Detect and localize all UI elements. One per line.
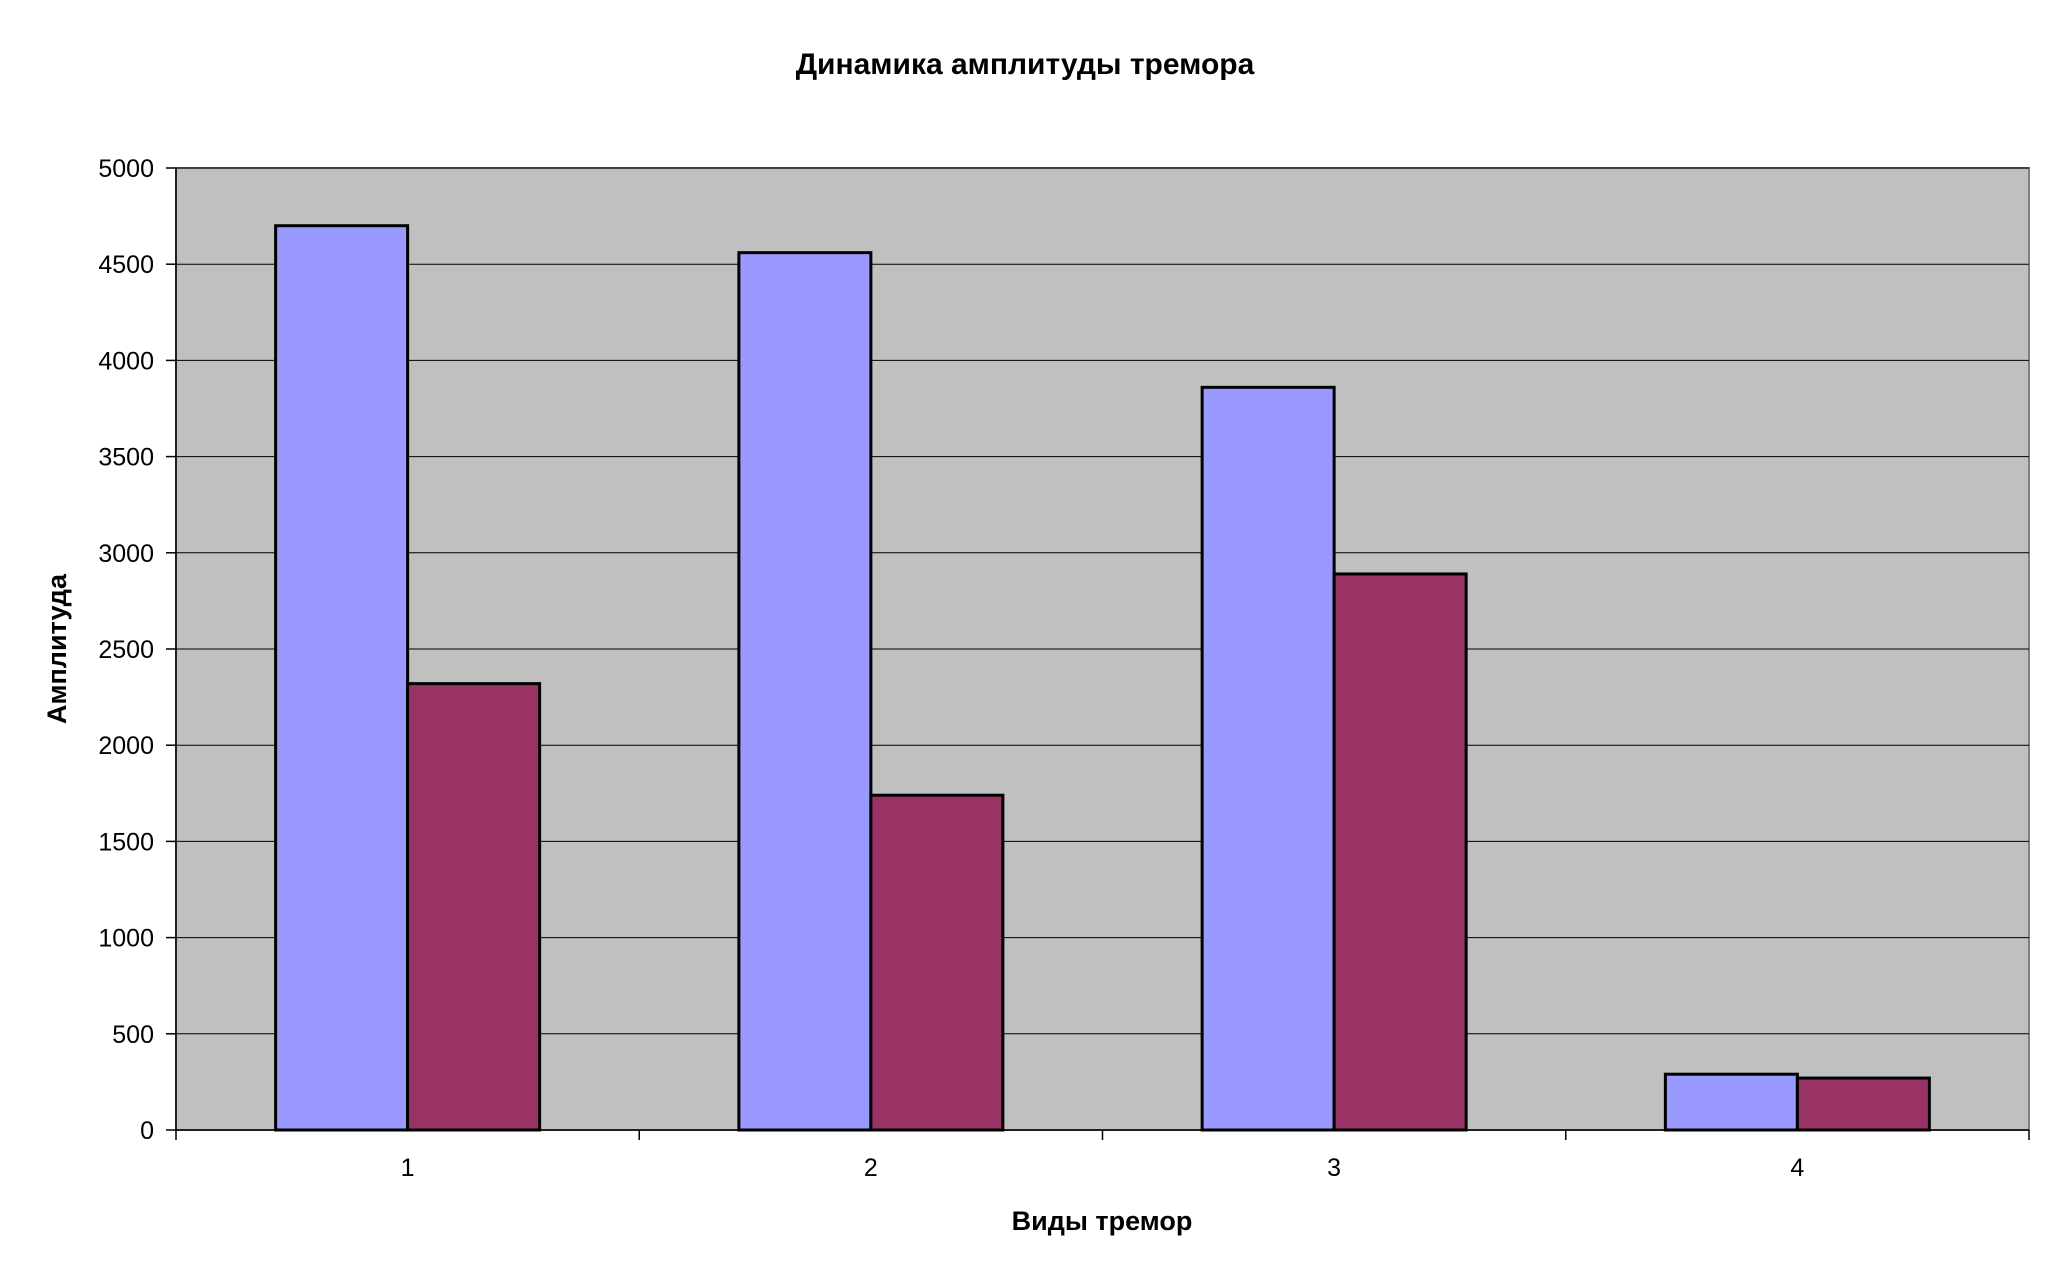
y-tick-label: 1500	[98, 828, 154, 856]
x-tick-label: 3	[1327, 1154, 1341, 1182]
bar-series-2-cat-2	[869, 793, 1005, 1132]
bars	[274, 224, 1931, 1132]
y-tick-label: 3000	[98, 540, 154, 568]
y-tick-label: 4000	[98, 347, 154, 375]
y-tick-label: 2500	[98, 636, 154, 664]
y-axis-title: Амплитуда	[42, 573, 72, 724]
x-tick-label: 1	[401, 1154, 415, 1182]
axes	[166, 167, 2030, 1140]
x-axis-title: Виды тремор	[1012, 1206, 1193, 1236]
bar-series-2-cat-1	[406, 682, 542, 1132]
bar-series-1-cat-4	[1663, 1072, 1799, 1132]
bar-series-1-cat-2	[737, 251, 873, 1132]
bar-series-1-cat-1	[274, 224, 410, 1132]
y-tick-label: 4500	[98, 251, 154, 279]
bar-series-2-cat-4	[1795, 1076, 1931, 1132]
y-tick-labels: 0 500 1000 1500 2000 2500 3000 3500 4000 4500 5000	[98, 155, 154, 1145]
chart-title: Динамика амплитуды тремора	[796, 48, 1255, 81]
x-tick-labels: 1 2 3 4	[401, 1154, 1805, 1182]
y-tick-label: 2000	[98, 732, 154, 760]
x-tick-label: 4	[1790, 1154, 1804, 1182]
y-tick-label: 500	[112, 1021, 154, 1049]
bar-series-1-cat-3	[1200, 385, 1336, 1132]
bar-series-2-cat-3	[1332, 572, 1468, 1132]
gridlines	[176, 167, 2029, 1035]
y-tick-label: 5000	[98, 155, 154, 183]
y-tick-label: 0	[140, 1117, 154, 1145]
y-tick-label: 3500	[98, 444, 154, 472]
x-tick-label: 2	[864, 1154, 878, 1182]
y-tick-label: 1000	[98, 925, 154, 953]
